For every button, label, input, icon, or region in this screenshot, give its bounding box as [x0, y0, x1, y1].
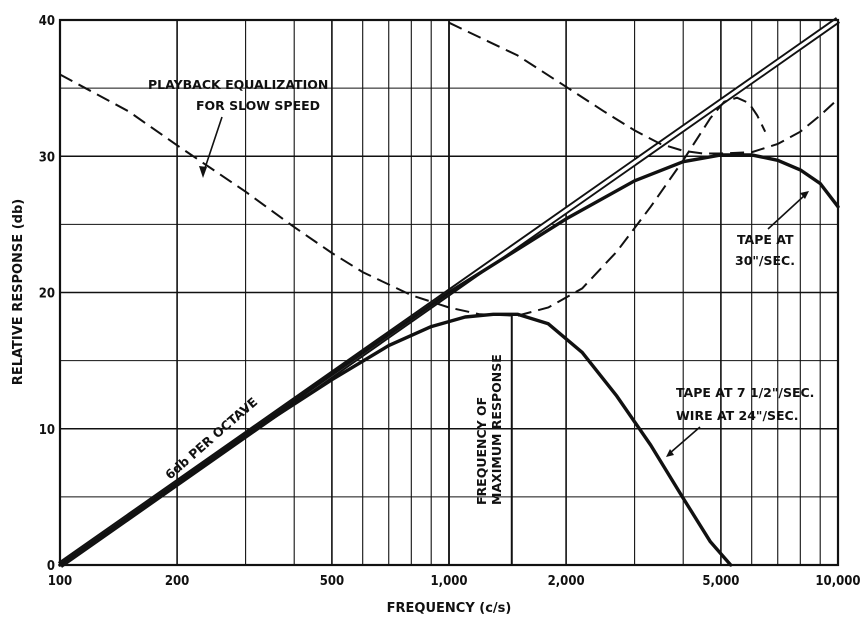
annotation-tape7-line2: WIRE AT 24"/SEC. [676, 408, 798, 423]
y-axis-label: RELATIVE RESPONSE (db) [11, 199, 26, 385]
series-line-4 [59, 73, 767, 317]
plot-frame [58, 18, 840, 567]
annotation-tape30-arrow [767, 194, 806, 230]
x-axis-label: FREQUENCY (c/s) [387, 601, 512, 616]
series-line-5 [448, 21, 839, 155]
y-tick-label: 40 [39, 14, 55, 29]
x-tick-label: 100 [48, 574, 72, 589]
x-tick-label: 200 [165, 574, 189, 589]
annotation-playback-line2: FOR SLOW SPEED [196, 98, 320, 113]
grid [60, 20, 838, 565]
annotation-frequency-line2: MAXIMUM RESPONSE [489, 354, 504, 505]
annotation-frequency-line1: FREQUENCY OF [474, 397, 489, 505]
annotation-tape7-arrowhead [666, 449, 674, 457]
x-tick-label: 2,000 [548, 574, 585, 589]
y-tick-label: 30 [39, 150, 55, 165]
x-tick-label: 500 [320, 574, 344, 589]
x-tick-label: 5,000 [702, 574, 739, 589]
annotation-playback-arrow [202, 116, 223, 175]
annotation-tape30-arrowhead [800, 191, 809, 199]
x-tick-label: 10,000 [815, 574, 860, 589]
x-tick-label: 1,000 [431, 574, 468, 589]
series-line-2 [58, 153, 840, 567]
series-group [57, 17, 841, 568]
annotation-tape7-arrow [669, 426, 701, 454]
annotation-playback-arrowhead [199, 166, 207, 178]
annotation-tape30-line2: 30"/SEC. [735, 253, 795, 268]
y-tick-label: 0 [47, 559, 55, 574]
y-tick-label: 10 [39, 423, 55, 438]
y-tick-label: 20 [39, 287, 55, 302]
tick-labels: 100 200 500 1,000 2,000 5,000 10,000 0 10 20 30 40 [39, 14, 861, 589]
annotation-tape7-line1: TAPE AT 7 1/2"/SEC. [676, 385, 814, 400]
series-line-3 [58, 312, 733, 567]
annotation-tape30-line1: TAPE AT [737, 232, 794, 247]
annotation-playback-line1: PLAYBACK EQUALIZATION [148, 77, 328, 92]
